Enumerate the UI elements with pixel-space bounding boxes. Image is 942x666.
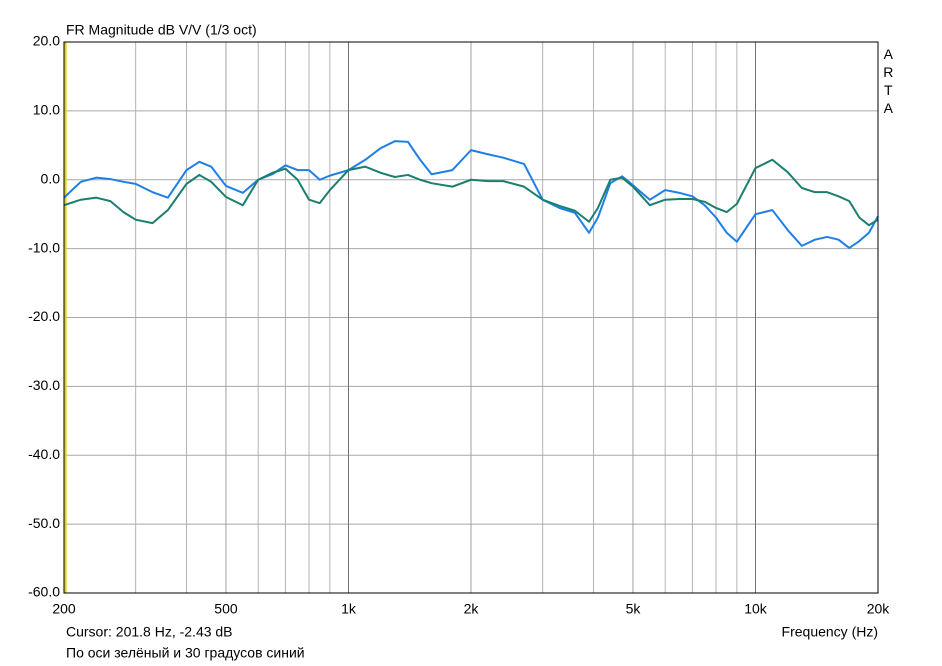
y-tick-label: -60.0 [28, 584, 60, 600]
x-tick-label: 5k [626, 601, 642, 617]
x-tick-label: 2k [464, 601, 480, 617]
y-tick-label: 10.0 [33, 102, 60, 118]
y-tick-label: -40.0 [28, 446, 60, 462]
plot-frame [63, 41, 879, 594]
x-tick-label: 500 [214, 601, 238, 617]
note: По оси зелёный и 30 градусов синий [66, 645, 305, 661]
x-tick-label: 200 [52, 601, 76, 617]
x-tick-label: 10k [744, 601, 768, 617]
x-axis-label: Frequency (Hz) [782, 624, 878, 640]
series-line [63, 158, 879, 227]
y-tick-label: -10.0 [28, 239, 60, 255]
watermark: ARTA [880, 46, 896, 118]
y-tick-label: -30.0 [28, 377, 60, 393]
y-tick-label: 0.0 [41, 170, 61, 186]
y-tick-label: 20.0 [33, 33, 60, 49]
cursor-readout: Cursor: 201.8 Hz, -2.43 dB [66, 624, 233, 640]
y-tick-label: -50.0 [28, 515, 60, 531]
x-tick-label: 20k [867, 601, 891, 617]
y-tick-label: -20.0 [28, 308, 60, 324]
x-tick-label: 1k [341, 601, 357, 617]
chart-title: FR Magnitude dB V/V (1/3 oct) [66, 22, 257, 38]
series-line [63, 140, 879, 249]
